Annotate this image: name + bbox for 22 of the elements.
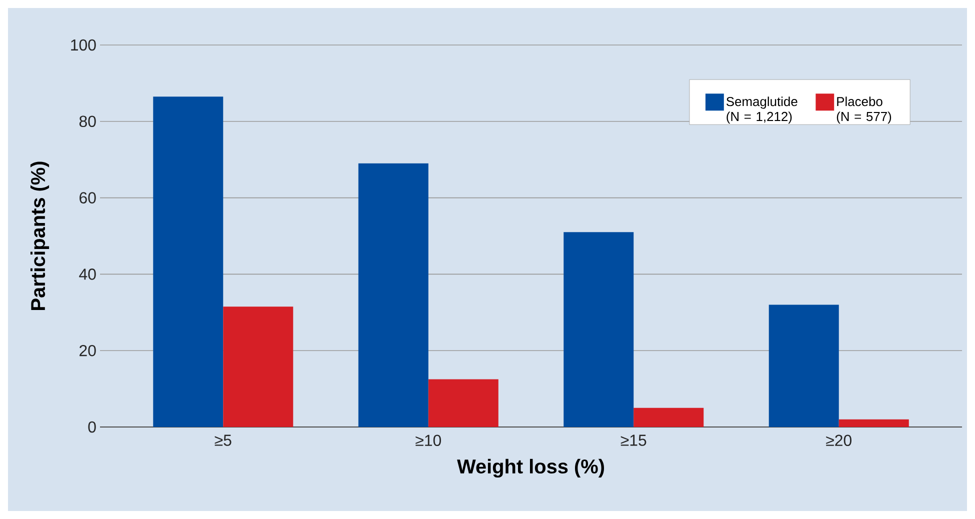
legend-label: Placebo (N = 577) [836, 96, 892, 124]
x-tick-label: ≥15 [620, 434, 646, 446]
bar [223, 306, 294, 427]
x-tick-label: ≥5 [214, 434, 232, 446]
y-tick-label: 40 [79, 268, 96, 280]
bar [428, 379, 498, 427]
bar [153, 96, 224, 427]
bar [838, 419, 909, 427]
x-tick-label: ≥10 [416, 434, 441, 446]
x-axis-title: Weight loss (%) [457, 458, 604, 478]
y-axis-title: Participants (%) [30, 162, 50, 310]
bar [358, 163, 428, 427]
y-tick-label: 80 [79, 116, 96, 128]
legend-label: Semaglutide (N = 1,212) [726, 96, 798, 124]
bar [634, 408, 704, 427]
bar [768, 304, 839, 427]
y-tick-label: 60 [80, 192, 96, 204]
y-tick-label: 100 [71, 39, 96, 51]
y-tick-label: 0 [88, 421, 96, 433]
bar [564, 232, 634, 427]
x-tick-label: ≥20 [826, 434, 852, 446]
y-tick-label: 20 [80, 344, 96, 356]
